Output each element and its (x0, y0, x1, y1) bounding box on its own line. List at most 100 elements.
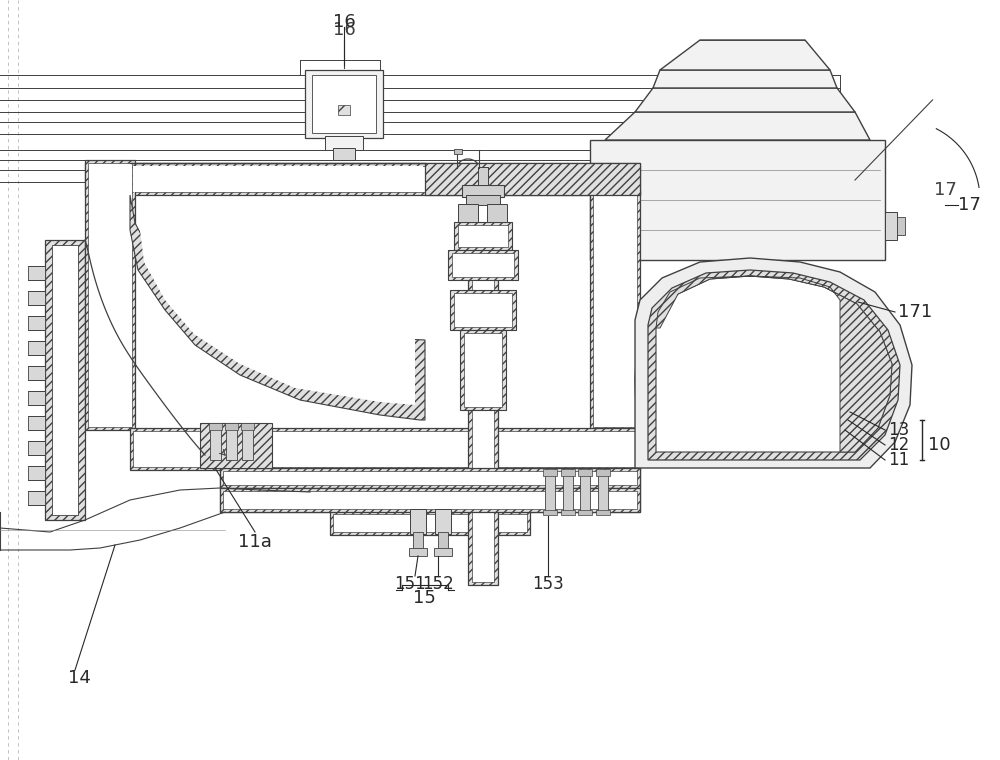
Bar (333, 514, 527, 532)
Text: 16: 16 (333, 21, 355, 39)
Polygon shape (130, 195, 425, 420)
Bar (464, 333, 502, 407)
Text: 153: 153 (532, 575, 564, 593)
Bar (52, 245, 78, 515)
Bar (88, 163, 132, 427)
Bar (413, 532, 423, 550)
Polygon shape (644, 320, 688, 462)
Polygon shape (653, 70, 837, 88)
Bar (220, 488, 640, 512)
Bar (333, 148, 355, 160)
Bar (825, 310, 855, 322)
Bar (700, 330, 770, 352)
Bar (28, 441, 45, 455)
Polygon shape (605, 112, 870, 140)
Bar (209, 423, 222, 430)
Bar (434, 548, 452, 556)
Bar (596, 469, 610, 476)
Bar (220, 468, 640, 488)
Bar (578, 510, 592, 515)
Bar (223, 471, 637, 485)
Bar (700, 330, 770, 430)
Bar (28, 341, 45, 355)
Bar (28, 316, 45, 330)
Bar (28, 491, 45, 505)
Bar (596, 510, 610, 515)
Bar (88, 166, 637, 192)
Bar (28, 466, 45, 480)
Bar (28, 291, 45, 305)
Polygon shape (130, 163, 640, 195)
Bar (598, 474, 608, 512)
Polygon shape (635, 88, 855, 112)
Bar (435, 509, 451, 534)
Text: 17: 17 (934, 181, 956, 199)
Bar (223, 491, 637, 509)
Bar (220, 468, 640, 512)
Bar (338, 105, 350, 115)
Bar (478, 167, 488, 185)
Bar (830, 280, 850, 310)
Bar (133, 431, 637, 467)
Bar (223, 471, 637, 509)
Text: 17: 17 (958, 196, 981, 214)
Bar (593, 193, 637, 427)
Bar (561, 469, 575, 476)
Polygon shape (635, 258, 912, 468)
Text: 151: 151 (394, 575, 426, 593)
Bar (487, 204, 507, 222)
Bar (466, 195, 500, 205)
Polygon shape (660, 40, 830, 70)
Circle shape (207, 446, 219, 458)
Bar (454, 293, 512, 327)
Bar (226, 428, 237, 460)
Bar (454, 222, 512, 250)
Bar (28, 366, 45, 380)
Bar (325, 136, 363, 150)
Bar (28, 416, 45, 430)
Bar (312, 75, 376, 133)
Bar (85, 160, 135, 430)
Bar (543, 510, 557, 515)
Polygon shape (635, 310, 882, 460)
Bar (563, 474, 573, 512)
Bar (28, 266, 45, 280)
Text: 152: 152 (422, 575, 454, 593)
Bar (590, 140, 885, 260)
Bar (897, 217, 905, 235)
Bar (840, 312, 848, 320)
Bar (580, 474, 590, 512)
Bar (458, 225, 508, 247)
Bar (330, 511, 530, 535)
Bar (826, 312, 834, 320)
Bar (561, 510, 575, 515)
Bar (409, 548, 427, 556)
Bar (545, 474, 555, 512)
Text: 10: 10 (928, 436, 951, 454)
Bar (472, 198, 494, 582)
Bar (578, 469, 592, 476)
Bar (200, 423, 272, 468)
Bar (452, 253, 514, 277)
Bar (85, 163, 640, 195)
Polygon shape (648, 270, 900, 460)
Bar (130, 428, 640, 470)
Bar (695, 325, 775, 435)
Bar (225, 423, 238, 430)
Bar (590, 190, 640, 430)
Bar (720, 376, 750, 392)
Bar (410, 509, 426, 534)
Bar (28, 391, 45, 405)
Circle shape (743, 337, 753, 347)
Text: 171: 171 (898, 303, 932, 321)
Bar (462, 185, 504, 197)
Text: 15: 15 (413, 589, 435, 607)
Text: 12: 12 (888, 436, 909, 454)
Bar (700, 408, 770, 430)
Bar (454, 149, 462, 154)
Circle shape (655, 377, 681, 403)
Bar (210, 428, 221, 460)
Polygon shape (644, 320, 868, 462)
Text: 14: 14 (68, 669, 91, 687)
Text: 16: 16 (333, 13, 355, 31)
